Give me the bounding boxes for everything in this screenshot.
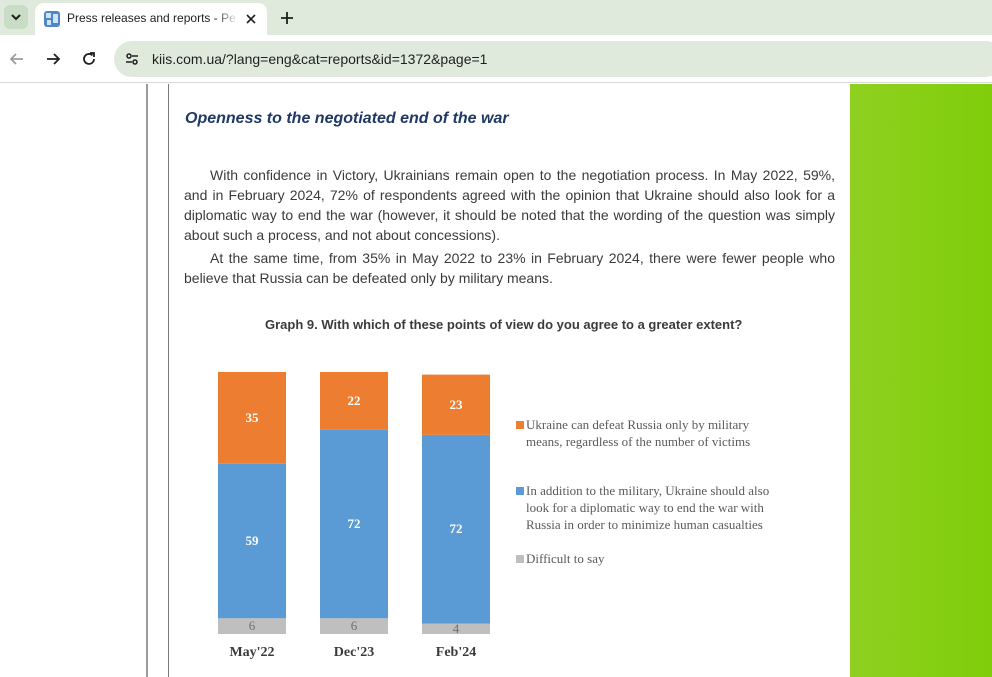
stacked-bar-chart: 6 59 35 May'22 6 72 22 Dec'23 4 72 23 Feb'24 Ukrain… (200, 354, 840, 674)
plus-icon (281, 12, 293, 24)
legend-text: means, regardless of the number of victi… (526, 434, 751, 449)
arrow-right-icon (47, 53, 61, 65)
address-bar[interactable]: kiis.com.ua/?lang=eng&cat=reports&id=137… (114, 41, 992, 77)
category-label: Feb'24 (436, 645, 476, 660)
bar-segment (422, 374, 490, 435)
data-label: 6 (249, 618, 256, 633)
tune-icon (126, 53, 138, 65)
chart-plot: 6 59 35 May'22 6 72 22 Dec'23 4 72 23 Feb'24 (218, 372, 490, 660)
data-label: 59 (246, 533, 260, 548)
legend-text: Ukraine can defeat Russia only by milita… (526, 417, 750, 432)
paragraph-1: With confidence in Victory, Ukrainians r… (184, 167, 835, 243)
legend-swatch (516, 487, 524, 495)
tab-close-button[interactable] (241, 9, 261, 29)
tab-search-button[interactable] (4, 5, 28, 29)
bar-segment (320, 372, 388, 430)
category-label: Dec'23 (334, 645, 374, 660)
data-label: 72 (450, 521, 463, 536)
legend-swatch (516, 555, 524, 563)
forward-button[interactable] (41, 47, 65, 71)
reload-icon (83, 52, 95, 65)
data-label: 4 (453, 621, 460, 636)
legend-text: Difficult to say (526, 551, 605, 566)
site-favicon-icon (44, 11, 60, 27)
tab-title: Press releases and reports - Pe (67, 11, 235, 25)
document-border (168, 84, 169, 677)
legend-item: Difficult to say (516, 550, 816, 567)
data-label: 6 (351, 618, 358, 633)
bar-segment (422, 623, 490, 634)
new-tab-button[interactable] (275, 6, 299, 30)
url-text[interactable]: kiis.com.ua/?lang=eng&cat=reports&id=137… (152, 51, 488, 67)
paragraph-2: At the same time, from 35% in May 2022 t… (184, 250, 835, 286)
section-heading: Openness to the negotiated end of the wa… (185, 110, 509, 127)
browser-toolbar: kiis.com.ua/?lang=eng&cat=reports&id=137… (0, 35, 992, 83)
legend-item: In addition to the military, Ukraine sho… (516, 482, 816, 533)
legend-text: look for a diplomatic way to end the war… (526, 500, 764, 515)
arrow-left-icon (9, 53, 23, 65)
chevron-down-icon (11, 14, 21, 21)
data-label: 22 (348, 393, 361, 408)
green-sidebar (850, 84, 992, 677)
page-border (146, 84, 148, 677)
graph-title: Graph 9. With which of these points of v… (265, 317, 743, 332)
bar-segment (218, 372, 286, 464)
bar-segment (218, 618, 286, 634)
legend-text: Russia in order to minimize human casual… (526, 517, 763, 532)
bar-segment (218, 463, 286, 619)
tab-strip: Press releases and reports - Pe (0, 0, 992, 35)
legend-item: Ukraine can defeat Russia only by milita… (516, 416, 816, 450)
back-button[interactable] (5, 47, 29, 71)
category-label: May'22 (229, 645, 274, 660)
bar-segment (422, 434, 490, 624)
bar-segment (320, 618, 388, 634)
legend-text: In addition to the military, Ukraine sho… (526, 483, 770, 498)
reload-button[interactable] (77, 47, 101, 71)
data-label: 72 (348, 516, 361, 531)
legend-swatch (516, 421, 524, 429)
data-label: 35 (246, 410, 260, 425)
data-label: 23 (450, 397, 464, 412)
bar-segment (320, 429, 388, 619)
tab-active[interactable]: Press releases and reports - Pe (35, 3, 267, 35)
page-viewport: Openness to the negotiated end of the wa… (0, 84, 992, 677)
site-info-button[interactable] (120, 47, 144, 71)
close-icon (246, 14, 256, 24)
